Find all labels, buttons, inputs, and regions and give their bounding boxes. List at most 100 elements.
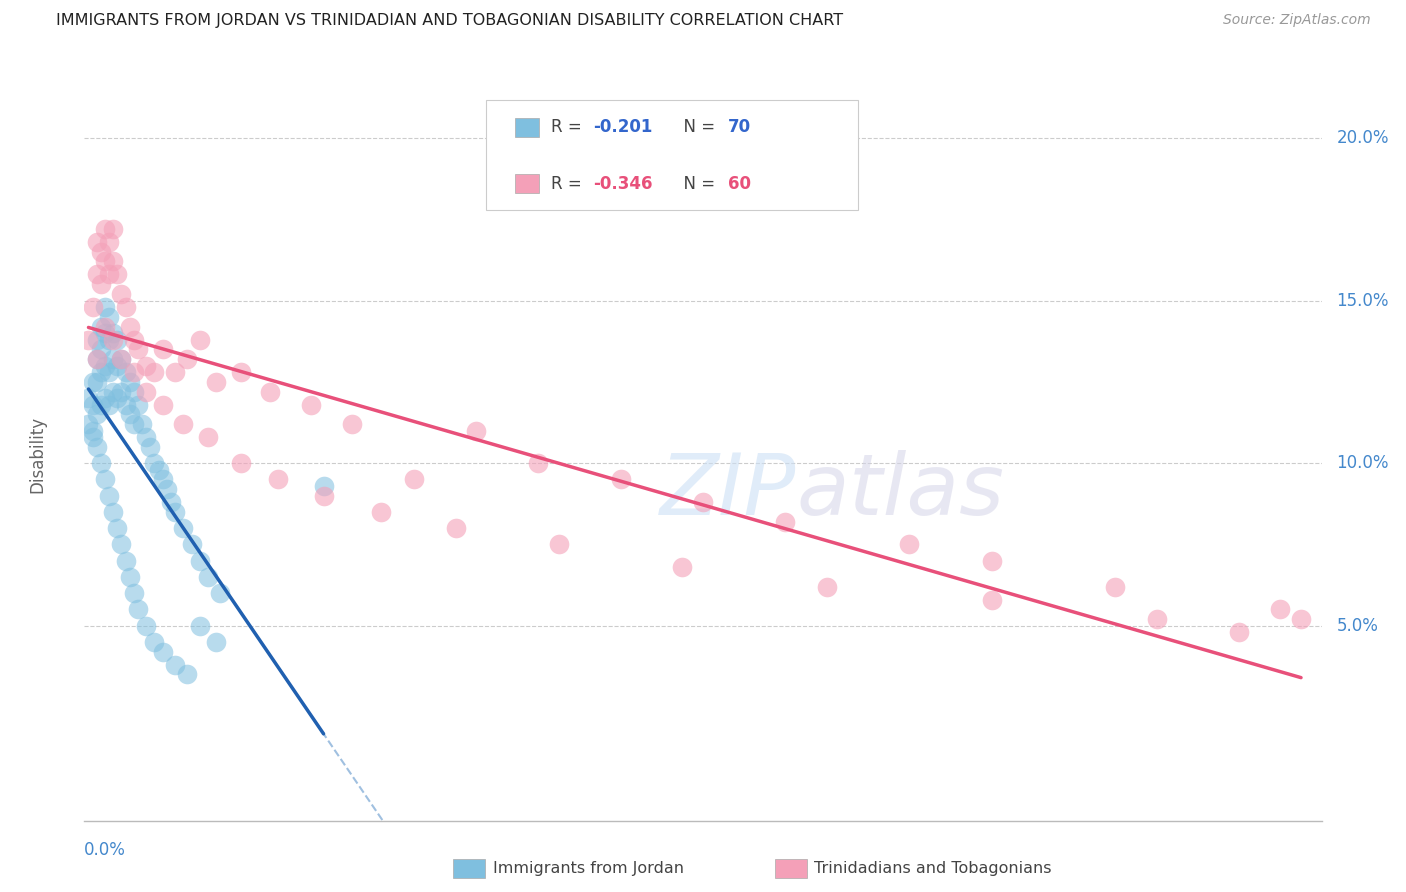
Point: [110, 384, 132, 399]
Text: 60: 60: [728, 175, 751, 193]
Point: [118, 319, 141, 334]
Point: [94, 222, 117, 236]
Point: [898, 537, 921, 551]
Point: [90, 319, 112, 334]
Point: [94, 359, 117, 373]
Text: 0.0%: 0.0%: [84, 841, 127, 859]
Point: [98, 268, 121, 282]
Text: 5.0%: 5.0%: [1337, 616, 1378, 634]
Point: [176, 351, 198, 366]
Point: [152, 644, 174, 658]
Text: IMMIGRANTS FROM JORDAN VS TRINIDADIAN AND TOBAGONIAN DISABILITY CORRELATION CHAR: IMMIGRANTS FROM JORDAN VS TRINIDADIAN AN…: [56, 13, 844, 29]
Point: [259, 384, 281, 399]
Point: [86, 268, 108, 282]
Point: [94, 300, 117, 314]
Text: Immigrants from Jordan: Immigrants from Jordan: [492, 861, 683, 876]
Point: [197, 430, 219, 444]
Point: [94, 254, 117, 268]
Point: [1289, 612, 1312, 626]
Text: ZIP: ZIP: [659, 450, 796, 533]
Point: [370, 505, 392, 519]
Point: [131, 417, 153, 431]
Text: 70: 70: [728, 119, 751, 136]
Point: [299, 398, 322, 412]
Point: [209, 586, 232, 600]
Point: [114, 553, 136, 567]
FancyBboxPatch shape: [515, 118, 538, 136]
Point: [692, 495, 714, 509]
Point: [465, 424, 488, 438]
Point: [114, 300, 136, 314]
Text: Source: ZipAtlas.com: Source: ZipAtlas.com: [1223, 13, 1371, 28]
Point: [82, 424, 104, 438]
Point: [105, 359, 128, 373]
Point: [609, 472, 631, 486]
Point: [77, 333, 100, 347]
Point: [188, 333, 211, 347]
Point: [156, 482, 179, 496]
Text: Trinidadians and Tobagonians: Trinidadians and Tobagonians: [814, 861, 1052, 876]
Point: [94, 319, 117, 334]
Point: [127, 398, 149, 412]
Point: [404, 472, 426, 486]
Point: [90, 456, 112, 470]
Point: [90, 244, 112, 259]
Point: [139, 440, 162, 454]
Point: [77, 391, 100, 405]
Text: R =: R =: [551, 175, 588, 193]
Point: [127, 343, 149, 357]
Point: [122, 417, 145, 431]
Point: [114, 365, 136, 379]
Text: 10.0%: 10.0%: [1337, 454, 1389, 472]
Text: N =: N =: [672, 119, 720, 136]
Point: [103, 505, 125, 519]
Point: [148, 462, 170, 476]
Point: [229, 456, 252, 470]
Point: [267, 472, 290, 486]
Point: [980, 592, 1002, 607]
Point: [90, 343, 112, 357]
Point: [188, 618, 211, 632]
Point: [86, 407, 108, 421]
Point: [105, 391, 128, 405]
Point: [205, 375, 228, 389]
Point: [82, 398, 104, 412]
Point: [82, 300, 104, 314]
Point: [98, 365, 121, 379]
Point: [122, 384, 145, 399]
Point: [98, 310, 121, 324]
Point: [122, 333, 145, 347]
Point: [188, 553, 211, 567]
Point: [94, 391, 117, 405]
Point: [118, 570, 141, 584]
FancyBboxPatch shape: [486, 100, 858, 210]
Point: [105, 333, 128, 347]
Point: [143, 365, 166, 379]
Point: [205, 635, 228, 649]
Text: 15.0%: 15.0%: [1337, 292, 1389, 310]
Point: [160, 495, 183, 509]
Point: [82, 375, 104, 389]
Point: [176, 667, 198, 681]
Point: [172, 521, 194, 535]
Point: [127, 602, 149, 616]
Point: [1227, 625, 1250, 640]
FancyBboxPatch shape: [775, 859, 807, 879]
Point: [77, 417, 100, 431]
Text: atlas: atlas: [797, 450, 1005, 533]
Point: [110, 351, 132, 366]
Point: [197, 570, 219, 584]
Point: [94, 472, 117, 486]
Point: [86, 351, 108, 366]
Point: [86, 235, 108, 249]
Point: [86, 333, 108, 347]
Point: [103, 333, 125, 347]
Point: [671, 560, 693, 574]
Point: [105, 268, 128, 282]
Point: [143, 635, 166, 649]
Point: [165, 365, 187, 379]
Point: [98, 333, 121, 347]
Point: [444, 521, 467, 535]
Point: [82, 430, 104, 444]
Point: [229, 365, 252, 379]
